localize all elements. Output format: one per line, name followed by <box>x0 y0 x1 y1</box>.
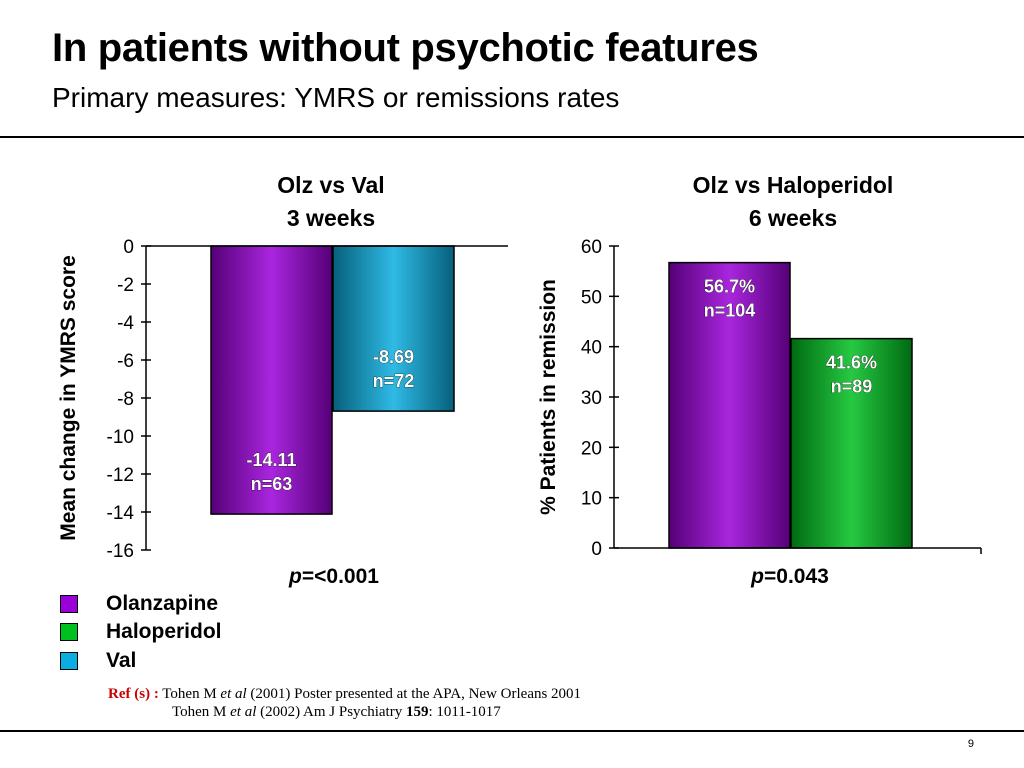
p-value: p=0.043 <box>750 565 829 588</box>
legend-label: Val <box>106 649 137 672</box>
p-value-number: =<0.001 <box>302 565 379 588</box>
bar-n-label: n=89 <box>831 377 873 397</box>
y-tick-label: -6 <box>117 351 134 372</box>
y-tick-label: -8 <box>117 389 134 410</box>
ref-journal: (2002) Am J Psychiatry <box>256 704 406 720</box>
legend-swatch-haloperidol <box>60 623 78 641</box>
bar-val <box>332 245 455 412</box>
bar-n-label: n=72 <box>373 371 415 391</box>
p-value-number: =0.043 <box>764 565 829 588</box>
legend-swatch-olanzapine <box>60 595 78 613</box>
y-tick-label: -4 <box>117 313 134 334</box>
y-tick-label: 50 <box>581 287 602 308</box>
bar-olanzapine <box>210 245 333 515</box>
y-tick-label: 60 <box>581 237 602 258</box>
charts-canvas: Olz vs Val 3 weeks Mean change in YMRS sco… <box>57 172 982 588</box>
p-value: p=<0.001 <box>288 565 379 588</box>
bar-n-label: n=104 <box>704 301 756 321</box>
references: Ref (s) : Tohen M et al (2001) Poster pr… <box>108 686 581 722</box>
legend-label: Olanzapine <box>106 592 219 615</box>
slide-subtitle: Primary measures: YMRS or remissions rat… <box>52 82 620 113</box>
ref-et-al: et al <box>220 686 247 702</box>
bar-value-label: 41.6% <box>826 353 877 373</box>
y-tick-label: 40 <box>581 338 602 359</box>
y-tick-label: 0 <box>123 237 134 258</box>
y-tick-label: -10 <box>107 427 134 448</box>
ref-volume: 159 <box>405 704 429 720</box>
y-axis-label: % Patients in remission <box>537 279 560 515</box>
page-number: 9 <box>967 738 974 750</box>
footer-divider <box>0 730 1024 732</box>
legend-label: Haloperidol <box>106 620 222 643</box>
y-axis-label: Mean change in YMRS score <box>57 255 80 541</box>
ref-authors: Tohen M <box>162 686 221 702</box>
y-tick-label: -12 <box>107 465 134 486</box>
reference-2: Tohen M et al (2002) Am J Psychiatry 159… <box>108 704 581 722</box>
y-tick-label: -2 <box>117 275 134 296</box>
y-tick-label: -14 <box>107 503 135 524</box>
y-tick-label: -16 <box>107 541 134 562</box>
y-tick-label: 0 <box>591 539 602 560</box>
chart-title: Olz vs Val <box>277 172 384 198</box>
reference-prefix: Ref (s) : <box>108 686 159 702</box>
header-divider <box>0 136 1024 138</box>
p-value-symbol: p <box>288 565 302 588</box>
p-value-symbol: p <box>750 565 764 588</box>
bar-value-label: 56.7% <box>704 277 755 297</box>
ref-details: (2001) Poster presented at the APA, New … <box>246 686 582 702</box>
bar-olanzapine <box>668 261 791 549</box>
y-tick-label: 30 <box>581 388 602 409</box>
bar-value-label: -8.69 <box>373 347 414 367</box>
slide-title: In patients without psychotic features <box>52 26 759 70</box>
y-tick-label: 20 <box>581 438 602 459</box>
y-tick-label: 10 <box>581 489 602 510</box>
reference-1: Ref (s) : Tohen M et al (2001) Poster pr… <box>108 686 581 704</box>
legend-swatch-val <box>60 652 78 670</box>
chart-title: Olz vs Haloperidol <box>693 172 894 198</box>
bar-haloperidol <box>790 337 913 549</box>
chart-subtitle: 3 weeks <box>287 205 375 231</box>
chart-subtitle: 6 weeks <box>749 205 837 231</box>
ref-et-al: et al <box>230 704 257 720</box>
bar-n-label: n=63 <box>251 474 293 494</box>
bar-value-label: -14.11 <box>246 450 296 470</box>
ref-pages: : 1011-1017 <box>428 704 501 720</box>
ref-authors: Tohen M <box>172 704 231 720</box>
